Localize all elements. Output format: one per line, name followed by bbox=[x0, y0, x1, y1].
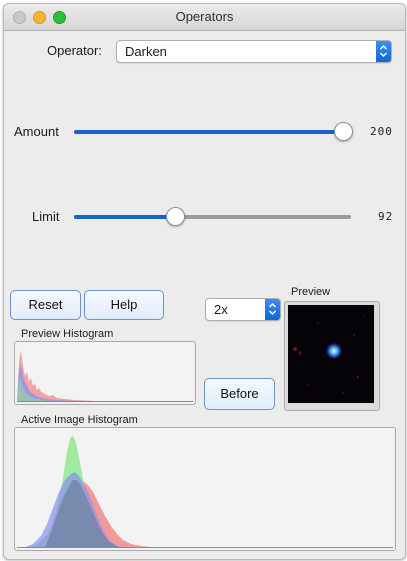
preview-label: Preview bbox=[291, 286, 331, 298]
select-arrows-icon bbox=[376, 41, 391, 62]
operator-select[interactable]: Darken bbox=[116, 40, 392, 63]
operators-window: Operators Operator: Darken Amount 200 Li… bbox=[3, 3, 406, 560]
active-histogram-label: Active Image Histogram bbox=[21, 414, 138, 426]
operator-select-value: Darken bbox=[125, 44, 167, 59]
preview-histogram-label: Preview Histogram bbox=[21, 328, 114, 340]
limit-value: 92 bbox=[378, 210, 394, 223]
reset-button[interactable]: Reset bbox=[10, 290, 81, 320]
limit-label: Limit bbox=[32, 209, 60, 224]
amount-slider-thumb[interactable] bbox=[334, 122, 353, 141]
limit-slider-thumb[interactable] bbox=[166, 207, 185, 226]
limit-slider-fill bbox=[74, 215, 174, 219]
preview-image[interactable] bbox=[288, 305, 374, 403]
active-image-histogram bbox=[14, 427, 396, 551]
minimize-window-button[interactable] bbox=[33, 11, 46, 24]
help-button[interactable]: Help bbox=[84, 290, 164, 320]
amount-slider-track[interactable] bbox=[74, 130, 342, 134]
amount-value: 200 bbox=[370, 125, 393, 138]
close-window-button[interactable] bbox=[13, 11, 26, 24]
zoom-select[interactable]: 2x bbox=[205, 298, 281, 321]
title-bar: Operators bbox=[4, 4, 405, 31]
zoom-window-button[interactable] bbox=[53, 11, 66, 24]
operator-label: Operator: bbox=[47, 43, 102, 58]
amount-slider-fill bbox=[74, 130, 342, 134]
amount-label: Amount bbox=[14, 124, 59, 139]
zoom-select-value: 2x bbox=[214, 302, 228, 317]
limit-slider-track[interactable] bbox=[74, 215, 351, 219]
before-button[interactable]: Before bbox=[204, 378, 275, 410]
select-arrows-icon bbox=[265, 299, 280, 320]
window-title: Operators bbox=[175, 9, 234, 24]
preview-histogram bbox=[14, 341, 196, 405]
preview-frame bbox=[284, 301, 380, 411]
